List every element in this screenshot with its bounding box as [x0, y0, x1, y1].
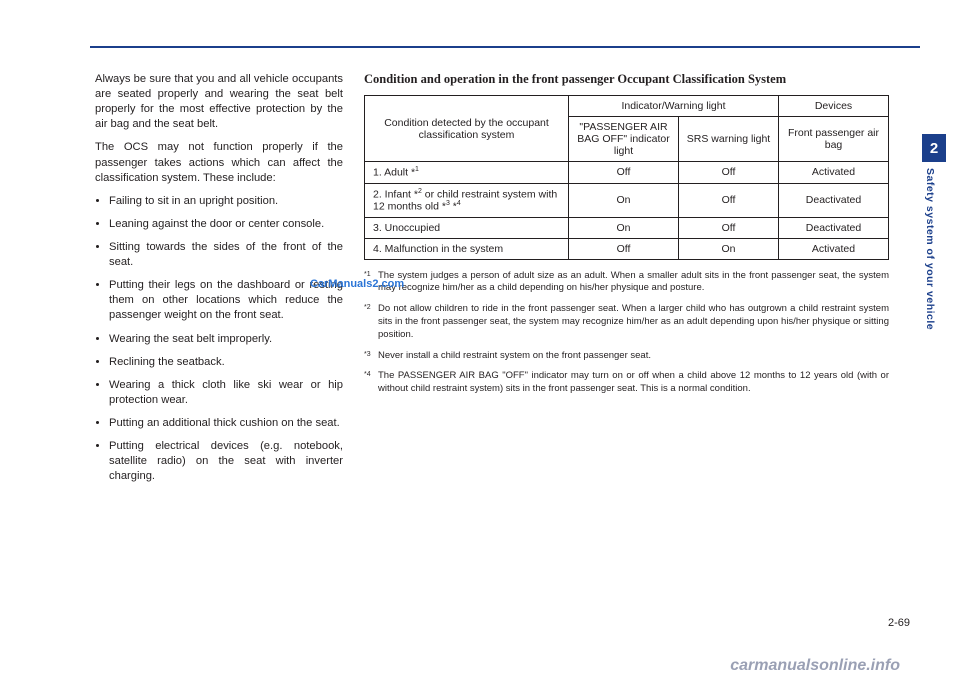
- header-indicator: Indicator/Warning light: [569, 96, 779, 117]
- cell-text: 1. Adult *: [373, 167, 415, 179]
- footnote-mark: *3: [364, 350, 371, 359]
- row1-c3: Activated: [779, 162, 889, 184]
- cell-text: 2. Infant *: [373, 188, 418, 200]
- footnote-text: The system judges a person of adult size…: [378, 270, 889, 294]
- footnote-text: Do not allow children to ride in the fro…: [378, 303, 889, 340]
- row2-c1: On: [569, 183, 679, 217]
- table-row: 2. Infant *2 or child restraint system w…: [365, 183, 889, 217]
- header-devices: Devices: [779, 96, 889, 117]
- subheader-1: "PASSENGER AIR BAG OFF" indicator light: [569, 117, 679, 162]
- list-item: Reclining the seatback.: [109, 355, 343, 370]
- row2-c2: Off: [679, 183, 779, 217]
- table-row: Condition detected by the occupant class…: [365, 96, 889, 117]
- subheader-2: SRS warning light: [679, 117, 779, 162]
- row1-c1: Off: [569, 162, 679, 184]
- list-item: Leaning against the door or center conso…: [109, 217, 343, 232]
- footnote: *1The system judges a person of adult si…: [364, 270, 889, 296]
- row3-c1: On: [569, 217, 679, 238]
- paragraph-intro-2: The OCS may not function properly if the…: [95, 140, 343, 185]
- chapter-tab: 2: [922, 134, 946, 162]
- row3-cond: 3. Unoccupied: [365, 217, 569, 238]
- watermark-mid: CarManuals2.com: [310, 278, 404, 290]
- list-item: Putting an additional thick cushion on t…: [109, 416, 343, 431]
- list-item: Putting electrical devices (e.g. noteboo…: [109, 439, 343, 484]
- list-item: Putting their legs on the dashboard or r…: [109, 278, 343, 323]
- row2-cond: 2. Infant *2 or child restraint system w…: [365, 183, 569, 217]
- table-row: 1. Adult *1 Off Off Activated: [365, 162, 889, 184]
- footnote: *3 Never install a child restraint system…: [364, 350, 889, 363]
- footnote-text: The PASSENGER AIR BAG "OFF" indicator ma…: [378, 370, 889, 394]
- row4-c2: On: [679, 238, 779, 259]
- ocs-table: Condition detected by the occupant class…: [364, 95, 889, 260]
- sup: 4: [457, 200, 461, 207]
- row4-c3: Activated: [779, 238, 889, 259]
- footnote-mark: *4: [364, 370, 371, 379]
- bullet-list: Failing to sit in an upright position. L…: [95, 194, 343, 485]
- row1-cond: 1. Adult *1: [365, 162, 569, 184]
- table-row: 3. Unoccupied On Off Deactivated: [365, 217, 889, 238]
- footnote-text: Never install a child restraint system o…: [378, 350, 651, 361]
- list-item: Failing to sit in an upright position.: [109, 194, 343, 209]
- sup: 1: [415, 166, 419, 173]
- left-column: Always be sure that you and all vehicle …: [95, 72, 343, 492]
- row4-c1: Off: [569, 238, 679, 259]
- footnotes: *1The system judges a person of adult si…: [364, 270, 889, 397]
- footnote: *4 The PASSENGER AIR BAG "OFF" indicator …: [364, 370, 889, 396]
- section-title: Condition and operation in the front pas…: [364, 72, 889, 87]
- list-item: Wearing a thick cloth like ski wear or h…: [109, 378, 343, 408]
- row4-cond: 4. Malfunction in the system: [365, 238, 569, 259]
- table-row: 4. Malfunction in the system Off On Acti…: [365, 238, 889, 259]
- paragraph-intro-1: Always be sure that you and all vehicle …: [95, 72, 343, 132]
- row2-c3: Deactivated: [779, 183, 889, 217]
- row1-c2: Off: [679, 162, 779, 184]
- sup: 3: [446, 200, 450, 207]
- footnote-mark: *2: [364, 303, 371, 312]
- watermark-bottom: carmanualsonline.info: [730, 657, 900, 675]
- header-condition: Condition detected by the occupant class…: [365, 96, 569, 162]
- row3-c2: Off: [679, 217, 779, 238]
- top-rule: [90, 46, 920, 48]
- right-column: Condition and operation in the front pas…: [364, 72, 889, 404]
- row3-c3: Deactivated: [779, 217, 889, 238]
- list-item: Wearing the seat belt improperly.: [109, 332, 343, 347]
- subheader-3: Front passenger air bag: [779, 117, 889, 162]
- page-number: 2-69: [888, 617, 910, 629]
- list-item: Sitting towards the sides of the front o…: [109, 240, 343, 270]
- footnote: *2 Do not allow children to ride in the f…: [364, 303, 889, 341]
- chapter-side-label: Safety system of your vehicle: [920, 168, 936, 428]
